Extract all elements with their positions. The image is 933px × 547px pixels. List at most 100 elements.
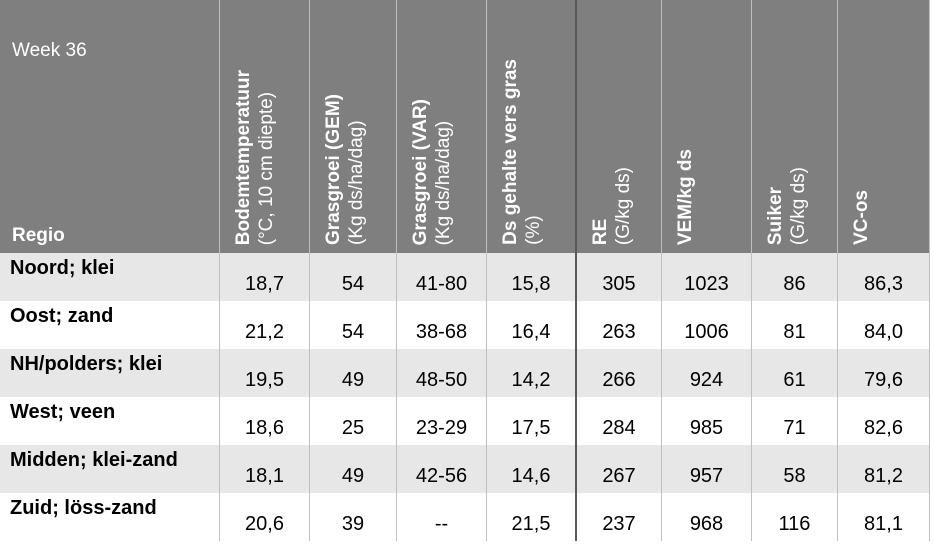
column-header: Ds gehalte vers gras (%) <box>487 0 577 253</box>
data-cell: 38-68 <box>397 301 487 349</box>
data-cell: 20,6 <box>220 493 310 541</box>
data-cell: 263 <box>577 301 662 349</box>
data-cell: 54 <box>310 301 397 349</box>
cell-value: 263 <box>602 321 636 343</box>
data-cell: 15,8 <box>487 253 577 301</box>
data-cell: 41-80 <box>397 253 487 301</box>
data-cell: 54 <box>310 253 397 301</box>
cell-value: 1023 <box>684 273 729 295</box>
cell-value: 116 <box>778 513 811 535</box>
cell-value: 985 <box>689 417 724 439</box>
data-cell: -- <box>397 493 487 541</box>
column-subtitle: (G/kg ds) <box>613 166 634 245</box>
cell-value: 14,6 <box>511 465 551 487</box>
cell-value: 49 <box>341 465 365 487</box>
data-cell: 957 <box>662 445 752 493</box>
cell-value: 924 <box>689 369 724 391</box>
data-cell: 79,6 <box>838 349 930 397</box>
cell-value: 267 <box>602 465 636 487</box>
row-label-cell: West; veen <box>0 397 220 445</box>
data-cell: 58 <box>752 445 838 493</box>
cell-value: 84,0 <box>864 321 903 343</box>
cell-value: 54 <box>341 273 365 295</box>
data-cell: 25 <box>310 397 397 445</box>
column-subtitle: (°C, 10 cm diepte) <box>256 91 277 245</box>
data-cell: 284 <box>577 397 662 445</box>
data-cell: 924 <box>662 349 752 397</box>
data-cell: 49 <box>310 445 397 493</box>
data-cell: 14,2 <box>487 349 577 397</box>
column-header: Grasgroei (GEM) (Kg ds/ha/dag) <box>310 0 397 253</box>
cell-value: 957 <box>689 465 724 487</box>
row-label-cell: Oost; zand <box>0 301 220 349</box>
column-title: VC-os <box>851 190 872 245</box>
row-label-cell: Midden; klei-zand <box>0 445 220 493</box>
cell-value: 20,6 <box>245 513 284 535</box>
cell-value: 86,3 <box>864 273 903 295</box>
cell-value: 49 <box>341 369 365 391</box>
column-title: Suiker <box>765 186 786 245</box>
row-label-cell: Noord; klei <box>0 253 220 301</box>
header-text: VEM/kg ds <box>674 149 697 245</box>
cell-value: -- <box>434 513 449 535</box>
cell-value: 15,8 <box>511 273 551 295</box>
row-label: Noord; klei <box>10 257 115 279</box>
column-title: Grasgroei (VAR) <box>410 98 431 245</box>
column-header: Suiker (G/kg ds) <box>752 0 838 253</box>
cell-value: 58 <box>783 465 806 487</box>
column-title: Bodemtemperatuur <box>233 69 254 245</box>
data-cell: 266 <box>577 349 662 397</box>
column-title: Grasgroei (GEM) <box>323 94 344 245</box>
header-text: RE (G/kg ds) <box>589 167 635 245</box>
column-subtitle: (Kg ds/ha/dag) <box>346 120 367 245</box>
data-cell: 23-29 <box>397 397 487 445</box>
cell-value: 71 <box>783 417 806 439</box>
week: Week 36 <box>12 40 87 61</box>
data-cell: 81 <box>752 301 838 349</box>
cell-value: 81 <box>783 321 806 343</box>
header-corner: Week 36 Regio <box>0 0 220 253</box>
cell-value: 21,2 <box>245 321 284 343</box>
row-label-cell: NH/polders; klei <box>0 349 220 397</box>
row-label: NH/polders; klei <box>10 353 163 375</box>
header-text: Grasgroei (VAR) (Kg ds/ha/dag) <box>409 99 455 245</box>
cell-value: 21,5 <box>511 513 551 535</box>
column-title: VEM/kg ds <box>675 148 696 245</box>
cell-value: 82,6 <box>864 417 903 439</box>
cell-value: 41-80 <box>415 273 468 295</box>
row-label: Oost; zand <box>10 305 114 327</box>
data-cell: 1006 <box>662 301 752 349</box>
data-cell: 21,5 <box>487 493 577 541</box>
header-text: Grasgroei (GEM) (Kg ds/ha/dag) <box>322 94 368 245</box>
data-cell: 17,5 <box>487 397 577 445</box>
row-label-cell: Zuid; löss-zand <box>0 493 220 541</box>
data-cell: 16,4 <box>487 301 577 349</box>
cell-value: 305 <box>602 273 636 295</box>
header-text: VC-os <box>850 190 873 245</box>
cell-value: 61 <box>783 369 806 391</box>
cell-value: 266 <box>602 369 636 391</box>
data-cell: 18,7 <box>220 253 310 301</box>
cell-value: 18,1 <box>245 465 284 487</box>
data-cell: 42-56 <box>397 445 487 493</box>
data-cell: 48-50 <box>397 349 487 397</box>
data-cell: 86,3 <box>838 253 930 301</box>
data-cell: 18,6 <box>220 397 310 445</box>
cell-value: 237 <box>602 513 636 535</box>
data-cell: 237 <box>577 493 662 541</box>
separator <box>575 0 577 253</box>
header-text: Suiker (G/kg ds) <box>764 167 810 245</box>
cell-value: 17,5 <box>511 417 551 439</box>
data-cell: 14,6 <box>487 445 577 493</box>
data-cell: 267 <box>577 445 662 493</box>
header-text: Ds gehalte vers gras (%) <box>499 59 545 245</box>
data-cell: 39 <box>310 493 397 541</box>
data-cell: 21,2 <box>220 301 310 349</box>
row-label: Zuid; löss-zand <box>10 497 157 519</box>
column-subtitle: (G/kg ds) <box>788 166 809 245</box>
column-subtitle: (%) <box>523 215 544 245</box>
data-cell: 985 <box>662 397 752 445</box>
cell-value: 79,6 <box>864 369 903 391</box>
cell-value: 19,5 <box>245 369 284 391</box>
